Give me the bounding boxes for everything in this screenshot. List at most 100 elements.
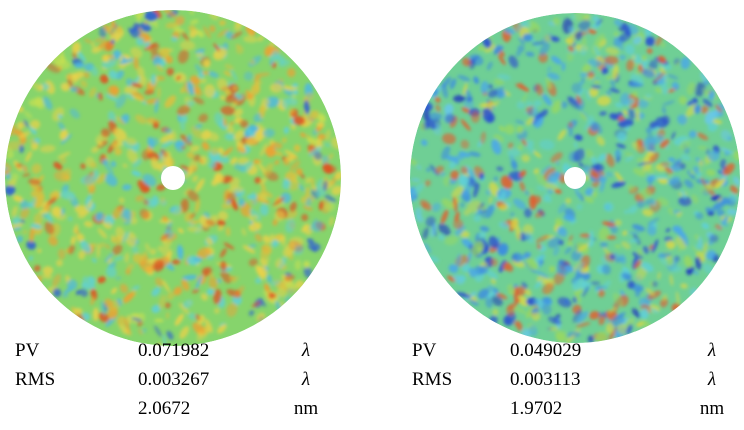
stat-unit: λ (301, 369, 310, 390)
texture-blob (287, 68, 296, 78)
texture-blob (175, 15, 185, 26)
texture-blob (551, 100, 562, 114)
texture-blob (525, 257, 539, 271)
texture-blob (25, 151, 32, 163)
texture-blob (251, 301, 261, 308)
texture-blob (533, 117, 539, 124)
texture-blob (587, 335, 594, 343)
texture-blob (612, 64, 619, 80)
texture-blob (256, 265, 266, 280)
texture-blob (701, 105, 709, 114)
texture-blob (200, 293, 208, 301)
texture-blob (98, 26, 107, 38)
texture-blob (173, 286, 183, 296)
texture-blob (18, 145, 25, 153)
texture-blob (701, 222, 710, 230)
texture-blob (487, 89, 498, 98)
texture-blob (208, 276, 218, 289)
texture-blob (732, 176, 740, 186)
texture-blob (524, 190, 530, 196)
texture-blob (161, 247, 173, 258)
texture-blob (188, 25, 196, 31)
texture-blob (94, 37, 107, 43)
texture-blob (188, 312, 197, 320)
texture-blob (38, 84, 44, 91)
texture-blob (557, 297, 572, 308)
texture-blob (285, 156, 295, 162)
texture-blob (458, 151, 471, 158)
texture-blob (113, 49, 122, 60)
texture-blob (49, 191, 61, 200)
texture-blob (587, 58, 603, 68)
texture-blob (496, 195, 501, 201)
texture-blob (274, 210, 286, 222)
texture-blob (434, 96, 441, 103)
texture-blob (635, 266, 648, 281)
texture-blob (695, 212, 704, 220)
texture-blob (90, 66, 99, 77)
texture-blob (160, 140, 174, 148)
texture-blob (197, 331, 204, 337)
texture-blob (121, 56, 126, 64)
texture-blob (309, 110, 319, 120)
texture-blob (440, 171, 446, 177)
texture-blob (17, 122, 24, 130)
texture-blob (318, 201, 324, 211)
texture-blob (257, 35, 265, 42)
texture-blob (113, 256, 124, 261)
texture-blob (118, 197, 125, 204)
texture-blob (477, 288, 490, 300)
texture-blob (249, 208, 262, 221)
texture-blob (507, 148, 520, 158)
texture-blob (203, 59, 211, 68)
texture-blob (83, 220, 94, 228)
texture-blob (43, 96, 53, 110)
texture-blob (471, 241, 484, 256)
texture-blob (431, 202, 441, 212)
texture-blob (542, 282, 555, 295)
texture-blob (607, 307, 618, 314)
texture-blob (11, 172, 19, 181)
texture-blob (155, 63, 164, 73)
texture-blob (621, 272, 632, 281)
texture-blob (66, 279, 78, 291)
texture-blob (131, 317, 143, 322)
texture-blob (485, 189, 491, 196)
texture-blob (225, 226, 231, 237)
texture-blob (229, 121, 234, 126)
texture-blob (684, 179, 694, 189)
texture-blob (497, 245, 508, 256)
texture-blob (72, 239, 76, 244)
texture-blob (60, 190, 76, 200)
texture-blob (163, 127, 173, 134)
texture-blob (645, 288, 655, 296)
texture-blob (452, 196, 458, 213)
texture-blob (22, 173, 31, 177)
texture-blob (203, 26, 211, 39)
texture-blob (507, 142, 514, 149)
texture-blob (115, 116, 126, 125)
texture-blob (254, 233, 263, 242)
texture-blob (435, 165, 444, 174)
texture-blob (662, 74, 668, 80)
texture-blob (627, 184, 635, 192)
texture-blob (453, 219, 464, 230)
texture-blob (218, 147, 224, 155)
texture-blob (91, 146, 100, 153)
texture-blob (31, 197, 37, 207)
texture-blob (599, 241, 608, 248)
texture-blob (305, 197, 312, 207)
texture-blob (543, 34, 552, 43)
texture-blob (110, 20, 116, 29)
texture-blob (469, 299, 479, 306)
texture-blob (566, 331, 581, 339)
texture-blob (303, 100, 310, 114)
texture-blob (491, 295, 503, 307)
stat-value: 1.9702 (510, 398, 562, 419)
texture-blob (160, 199, 168, 207)
texture-blob (284, 282, 298, 290)
texture-blob (192, 175, 199, 183)
texture-blob (596, 135, 605, 146)
texture-blob (671, 131, 676, 140)
texture-blob (189, 145, 200, 152)
